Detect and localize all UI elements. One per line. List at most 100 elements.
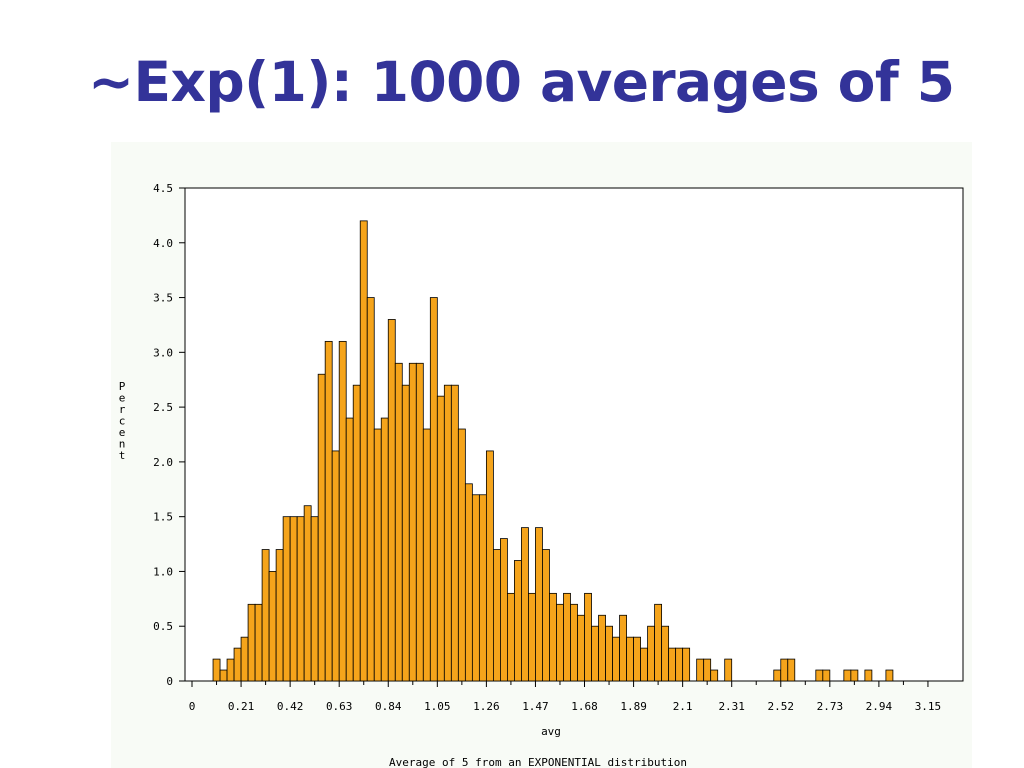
x-tick-label: 2.73	[817, 700, 844, 713]
histogram-bar	[240, 636, 249, 682]
chart-footnote: Average of 5 from an EXPONENTIAL distrib…	[389, 756, 687, 768]
histogram-bar	[485, 450, 494, 682]
histogram-bar	[324, 340, 333, 682]
histogram-bar	[710, 669, 719, 682]
histogram-bar	[850, 669, 859, 682]
histogram-bar	[233, 647, 242, 682]
histogram-bar	[654, 603, 663, 682]
histogram-bar	[822, 669, 831, 682]
chart-panel: 0 0.5 1.0 1.5 2.0 2.5 3.0 3.5 4.0 4.5 0 0.21 0.42 0.…	[111, 142, 972, 768]
histogram-bar	[864, 669, 873, 682]
histogram-bar	[471, 494, 480, 682]
histogram-bar	[549, 592, 557, 682]
histogram-bar	[296, 516, 305, 682]
histogram-bar	[317, 373, 326, 682]
x-tick-label: 3.15	[915, 700, 942, 713]
y-tick-label: 4.5	[153, 182, 173, 195]
histogram-bar	[787, 658, 796, 682]
histogram-bar	[514, 560, 522, 682]
histogram-bar	[626, 636, 634, 682]
histogram-bar	[500, 538, 508, 682]
histogram-bar	[492, 549, 501, 682]
histogram-bar	[422, 428, 431, 682]
histogram-bar	[542, 549, 550, 682]
slide-title: ~Exp(1): 1000 averages of 5	[88, 50, 955, 114]
x-tick-label: 1.68	[571, 700, 598, 713]
histogram-chart: 0 0.5 1.0 1.5 2.0 2.5 3.0 3.5 4.0 4.5 0 0.21 0.42 0.…	[119, 182, 964, 768]
histogram-bar	[226, 658, 235, 682]
histogram-bar	[478, 494, 487, 682]
y-tick-label: 4.0	[153, 237, 173, 250]
histogram-bar	[380, 417, 389, 682]
histogram-bar	[275, 549, 284, 682]
histogram-bar	[464, 483, 473, 682]
histogram-bar	[640, 647, 649, 682]
y-axis: 0 0.5 1.0 1.5 2.0 2.5 3.0 3.5 4.0 4.5	[153, 182, 185, 688]
histogram-bar	[885, 669, 894, 682]
histogram-bar	[387, 319, 396, 682]
x-tick-label: 0.21	[228, 700, 255, 713]
histogram-bar	[289, 516, 298, 682]
histogram-bar	[429, 297, 438, 682]
histogram-bar	[647, 625, 656, 682]
histogram-bar	[415, 362, 424, 682]
x-axis: 0 0.21 0.42 0.63 0.84 1.05 1.26 1.47 1.68 1.89 2.1…	[189, 681, 942, 713]
histogram-bar	[696, 658, 705, 682]
histogram-bar	[675, 647, 684, 682]
histogram-bar	[724, 658, 733, 682]
y-tick-label: 0	[166, 675, 173, 688]
histogram-bar	[563, 592, 571, 682]
histogram-bar	[345, 417, 354, 682]
histogram-bar	[577, 614, 585, 682]
histogram-bar	[773, 669, 782, 682]
histogram-bar	[584, 592, 592, 682]
histogram-bar	[668, 647, 677, 682]
histogram-bar	[591, 625, 599, 682]
x-tick-label: 1.26	[473, 700, 500, 713]
histogram-bar	[373, 428, 382, 682]
y-tick-label: 1.5	[153, 511, 173, 524]
x-tick-label: 1.47	[522, 700, 549, 713]
x-tick-label: 2.52	[768, 700, 795, 713]
histogram-bar	[450, 384, 459, 682]
histogram-bar	[780, 658, 789, 682]
histogram-bar	[331, 450, 340, 682]
histogram-bar	[633, 636, 641, 682]
histogram-bar	[394, 362, 403, 682]
histogram-bar	[682, 647, 691, 682]
histogram-bar	[457, 428, 466, 682]
histogram-bar	[507, 592, 515, 682]
x-tick-label: 1.05	[424, 700, 451, 713]
histogram-bar	[703, 658, 712, 682]
histogram-bar	[254, 603, 263, 682]
histogram-bar	[401, 384, 410, 682]
histogram-bar	[352, 384, 361, 682]
x-tick-label: 0.63	[326, 700, 353, 713]
y-tick-label: 3.5	[153, 292, 173, 305]
histogram-bar	[612, 636, 620, 682]
histogram-bar	[436, 395, 445, 682]
histogram-bar	[247, 603, 256, 682]
histogram-bar	[212, 658, 221, 682]
x-tick-label: 2.94	[866, 700, 893, 713]
histogram-bar	[605, 625, 613, 682]
histogram-bar	[366, 297, 375, 682]
x-tick-label: 0.84	[375, 700, 402, 713]
histogram-bar	[570, 603, 578, 682]
histogram-bar	[310, 516, 319, 682]
histogram-bar	[598, 614, 606, 682]
histogram-bar	[408, 362, 417, 682]
y-tick-label: 2.5	[153, 401, 173, 414]
x-tick-label: 1.89	[620, 700, 647, 713]
histogram-bar	[535, 527, 543, 682]
x-axis-label: avg	[541, 725, 561, 738]
histogram-bar	[521, 527, 529, 682]
histogram-bar	[261, 549, 270, 682]
y-tick-label: 0.5	[153, 620, 173, 633]
histogram-bar	[282, 516, 291, 682]
y-tick-label: 3.0	[153, 346, 173, 359]
histogram-bar	[661, 625, 670, 682]
histogram-bar	[303, 505, 312, 682]
bars-layer	[212, 220, 894, 682]
